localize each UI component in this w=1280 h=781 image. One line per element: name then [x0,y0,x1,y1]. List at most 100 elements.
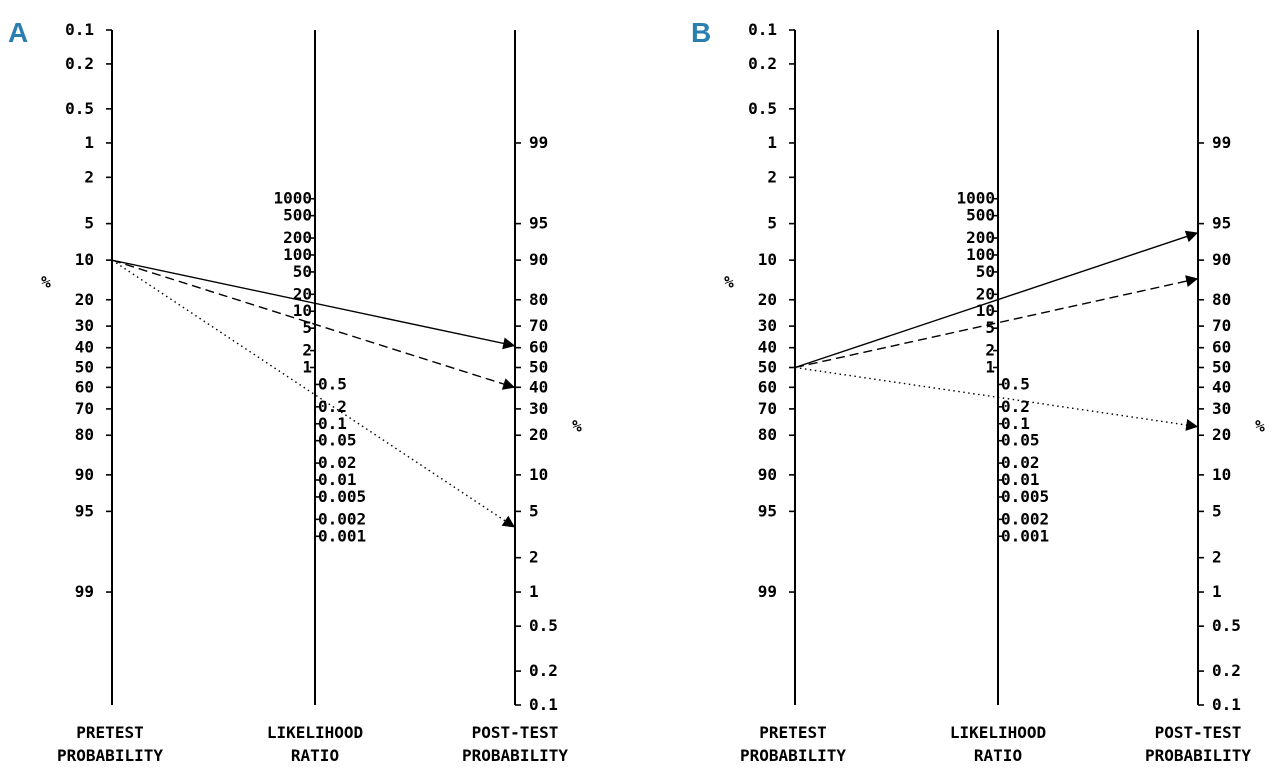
pretest-tick-label-0p2: 0.2 [748,54,777,73]
pretest-tick-label-2: 2 [767,167,777,186]
lr-tick-label-0p05: 0.05 [318,431,357,450]
likelihood-ratio-axis-title-line1: LIKELIHOOD [950,723,1046,742]
posttest-tick-label-90: 90 [529,250,548,269]
posttest-unit: % [1255,417,1265,436]
pretest-tick-label-0p1: 0.1 [65,20,94,39]
lr-tick-label-0p01: 0.01 [1001,470,1040,489]
lr-tick-label-500: 500 [966,206,995,225]
pretest-axis-title-line1: PRETEST [759,723,826,742]
lr-tick-label-500: 500 [283,206,312,225]
pretest-tick-label-30: 30 [758,316,777,335]
pretest-axis-title-line2: PROBABILITY [57,746,163,765]
posttest-tick-label-60: 60 [1212,338,1231,357]
lr-tick-label-20: 20 [293,284,312,303]
posttest-tick-label-99: 99 [529,133,548,152]
lr-tick-label-0p02: 0.02 [1001,453,1040,472]
pretest-tick-label-60: 60 [75,377,94,396]
lr-tick-label-2: 2 [985,341,995,360]
pretest-axis-title-line2: PROBABILITY [740,746,846,765]
pretest-tick-label-90: 90 [75,465,94,484]
pretest-tick-label-80: 80 [75,425,94,444]
lr-tick-label-0p001: 0.001 [1001,526,1049,545]
nomogram-panel-a: A 0.10.20.5125102030405060708090959999959… [8,17,582,765]
pretest-unit: % [41,273,51,292]
lr-tick-label-20: 20 [976,284,995,303]
pretest-axis-title-line1: PRETEST [76,723,143,742]
lr-tick-label-100: 100 [966,245,995,264]
panel-letter: B [691,17,711,48]
lr-tick-label-1: 1 [985,358,995,377]
posttest-tick-label-20: 20 [1212,425,1231,444]
pretest-tick-label-5: 5 [84,214,94,233]
posttest-tick-label-40: 40 [1212,377,1231,396]
posttest-axis-title-line2: PROBABILITY [462,746,568,765]
posttest-tick-label-2: 2 [529,548,539,567]
lr-tick-label-0p5: 0.5 [1001,374,1030,393]
lr-tick-label-0p002: 0.002 [318,509,366,528]
series-dotted-arrow [794,366,1199,431]
posttest-tick-label-20: 20 [529,425,548,444]
lr-tick-label-0p005: 0.005 [1001,487,1049,506]
pretest-tick-label-10: 10 [758,250,777,269]
lr-tick-label-200: 200 [283,228,312,247]
series-dashed-arrow [111,259,516,390]
posttest-tick-label-40: 40 [529,377,548,396]
pretest-tick-label-99: 99 [75,582,94,601]
lr-tick-label-0p005: 0.005 [318,487,366,506]
pretest-tick-label-10: 10 [75,250,94,269]
posttest-tick-label-70: 70 [529,316,548,335]
lr-tick-label-0p1: 0.1 [318,414,347,433]
posttest-tick-label-0p2: 0.2 [529,661,558,680]
panel-letter: A [8,17,28,48]
pretest-tick-label-1: 1 [767,133,777,152]
pretest-tick-label-40: 40 [75,338,94,357]
lr-tick-label-0p02: 0.02 [318,453,357,472]
likelihood-ratio-axis-title-line2: RATIO [291,746,339,765]
pretest-tick-label-50: 50 [75,358,94,377]
posttest-tick-label-2: 2 [1212,548,1222,567]
posttest-tick-label-30: 30 [529,399,548,418]
pretest-tick-label-5: 5 [767,214,777,233]
posttest-tick-label-50: 50 [1212,358,1231,377]
posttest-tick-label-50: 50 [529,358,548,377]
posttest-tick-label-0p2: 0.2 [1212,661,1241,680]
lr-tick-label-1000: 1000 [956,189,995,208]
posttest-tick-label-5: 5 [529,501,539,520]
pretest-tick-label-1: 1 [84,133,94,152]
lr-tick-label-1: 1 [302,358,312,377]
lr-tick-label-1000: 1000 [273,189,312,208]
series-solid-arrow [794,230,1199,369]
lr-tick-label-50: 50 [293,262,312,281]
posttest-tick-label-99: 99 [1212,133,1231,152]
lr-tick-label-2: 2 [302,341,312,360]
lr-tick-label-50: 50 [976,262,995,281]
lr-tick-label-5: 5 [302,318,312,337]
posttest-tick-label-0p1: 0.1 [1212,695,1241,714]
pretest-tick-label-40: 40 [758,338,777,357]
pretest-tick-label-50: 50 [758,358,777,377]
lr-tick-label-0p01: 0.01 [318,470,357,489]
pretest-tick-label-30: 30 [75,316,94,335]
likelihood-ratio-axis-title-line2: RATIO [974,746,1022,765]
pretest-tick-label-80: 80 [758,425,777,444]
lr-tick-label-10: 10 [293,301,312,320]
likelihood-ratio-axis-title-line1: LIKELIHOOD [267,723,363,742]
posttest-unit: % [572,417,582,436]
posttest-tick-label-70: 70 [1212,316,1231,335]
lr-tick-label-0p1: 0.1 [1001,414,1030,433]
pretest-tick-label-99: 99 [758,582,777,601]
posttest-tick-label-60: 60 [529,338,548,357]
pretest-tick-label-70: 70 [758,399,777,418]
series-solid-arrow [111,259,516,350]
posttest-axis-title-line2: PROBABILITY [1145,746,1251,765]
series-dotted-arrow [111,259,516,528]
lr-tick-label-0p002: 0.002 [1001,509,1049,528]
posttest-tick-label-1: 1 [529,582,539,601]
pretest-tick-label-95: 95 [75,501,94,520]
pretest-tick-label-0p1: 0.1 [748,20,777,39]
posttest-tick-label-30: 30 [1212,399,1231,418]
pretest-tick-label-0p5: 0.5 [65,99,94,118]
posttest-tick-label-0p1: 0.1 [529,695,558,714]
nomogram-panels: A 0.10.20.5125102030405060708090959999959… [8,17,1265,765]
